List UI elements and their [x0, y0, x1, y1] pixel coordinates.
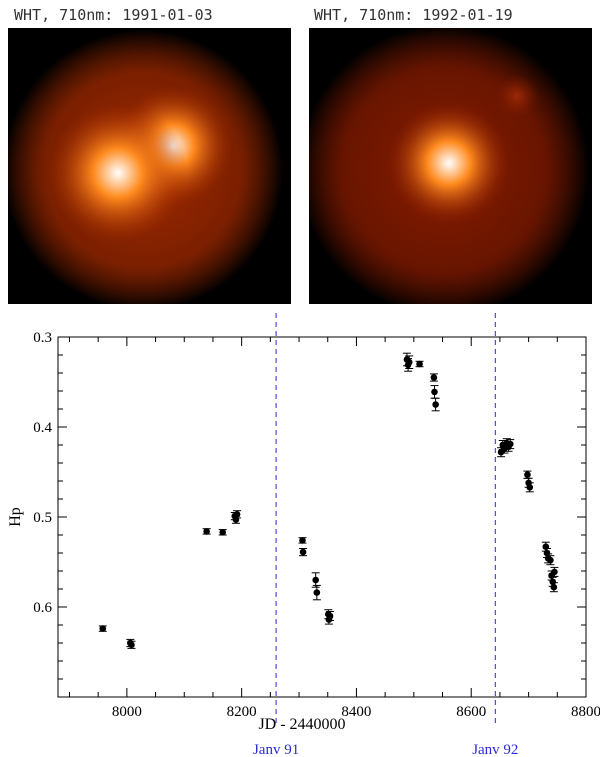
data-point [432, 401, 439, 408]
x-tick-label: 8000 [112, 704, 142, 720]
data-point [128, 641, 135, 649]
data-point [299, 548, 307, 556]
star-secondary-2 [495, 74, 539, 118]
data-point [326, 612, 334, 620]
data-point [506, 440, 514, 448]
plot-frame [57, 336, 587, 698]
x-axis-label: JD - 2440000 [258, 716, 345, 733]
data-point [299, 537, 306, 544]
x-tick-label: 8400 [341, 704, 371, 720]
epoch-marker-label: Janv 92 [472, 742, 518, 757]
y-tick-label: 0.4 [33, 420, 52, 436]
y-axis-label: Hp [7, 507, 24, 527]
x-tick-label: 8600 [456, 704, 486, 720]
y-tick-label: 0.3 [33, 330, 52, 346]
data-point [430, 374, 438, 381]
data-point [219, 529, 227, 536]
data-point [233, 511, 241, 518]
speckle-image-1991 [8, 28, 291, 304]
y-tick-label: 0.6 [33, 600, 52, 616]
data-point [551, 568, 558, 576]
star-primary-1 [48, 103, 188, 243]
x-tick-label: 8200 [227, 704, 257, 720]
data-point [543, 549, 551, 557]
speckle-image-1992 [309, 28, 592, 304]
data-point [203, 528, 210, 535]
light-curve-chart: 8000 8200 8400 8600 8800 0.3 0.4 0.5 0.6 Janv 9… [7, 313, 600, 757]
image-title-2: WHT, 710nm: 1992-01-19 [314, 6, 513, 24]
data-point [99, 625, 107, 632]
data-point [416, 360, 423, 368]
data-point [542, 543, 550, 550]
data-point [547, 556, 554, 564]
data-point [431, 388, 438, 396]
image-title-1: WHT, 710nm: 1991-01-03 [14, 6, 213, 24]
data-point [312, 576, 319, 584]
epoch-marker-label: Janv 91 [253, 742, 299, 757]
star-primary-2 [387, 101, 511, 225]
x-tick-label: 8800 [571, 704, 600, 720]
data-point [405, 358, 413, 366]
data-point [550, 583, 558, 591]
y-tick-label: 0.5 [33, 510, 52, 526]
data-point [526, 484, 534, 491]
data-point [313, 589, 321, 596]
data-point [524, 471, 531, 478]
data-point [549, 578, 557, 586]
